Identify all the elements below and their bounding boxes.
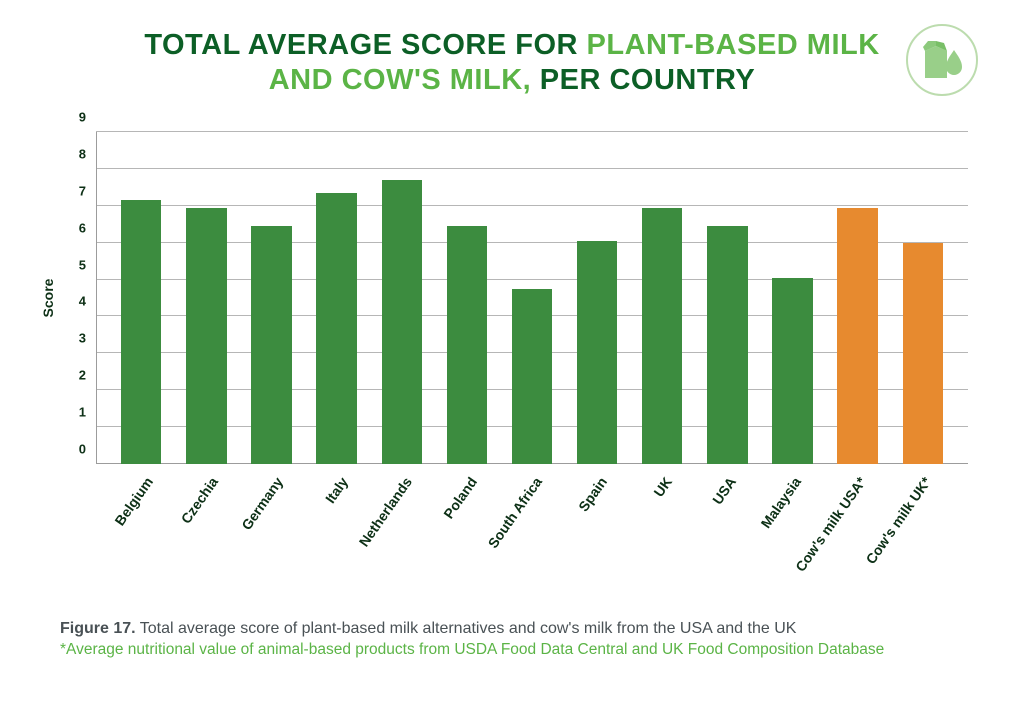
bar	[382, 180, 422, 464]
x-axis-label: Malaysia	[758, 474, 805, 531]
bar	[316, 193, 356, 464]
bar	[577, 241, 617, 464]
x-axis-labels: Belgium Czechia Germany Italy NetherlandsPol…	[96, 464, 968, 604]
bar	[837, 208, 877, 464]
figure-container: TOTAL AVERAGE SCORE FOR PLANT-BASED MILK…	[0, 0, 1024, 712]
caption-footnote: *Average nutritional value of animal-bas…	[60, 640, 984, 661]
bar-slot	[174, 132, 239, 464]
bar-slot	[499, 132, 564, 464]
bar-slot	[825, 132, 890, 464]
x-label-slot: Germany	[241, 464, 306, 604]
caption-main: Figure 17. Total average score of plant-…	[60, 618, 984, 640]
bar	[512, 289, 552, 464]
x-label-slot: Cow's milk UK*	[888, 464, 953, 604]
y-tick-label: 2	[79, 368, 86, 383]
x-axis-label: Italy	[322, 474, 351, 506]
x-axis-label: USA	[709, 474, 739, 507]
x-label-slot: Spain	[564, 464, 629, 604]
title-segment: PER COUNTRY	[531, 64, 755, 96]
bar	[251, 226, 291, 464]
figure-caption: Figure 17. Total average score of plant-…	[60, 618, 984, 661]
bar-slot	[369, 132, 434, 464]
title-row: TOTAL AVERAGE SCORE FOR PLANT-BASED MILK…	[40, 28, 984, 98]
bar	[642, 208, 682, 464]
bar	[903, 243, 943, 464]
x-label-slot: Czechia	[176, 464, 241, 604]
y-tick-label: 4	[79, 294, 86, 309]
chart-title: TOTAL AVERAGE SCORE FOR PLANT-BASED MILK…	[132, 28, 892, 98]
y-tick-label: 9	[79, 110, 86, 125]
x-axis-label: Belgium	[112, 474, 157, 528]
x-axis-label: Czechia	[178, 474, 221, 527]
bar-slot	[630, 132, 695, 464]
bar-slot	[890, 132, 955, 464]
bar-slot	[239, 132, 304, 464]
bar-slot	[109, 132, 174, 464]
bar-slot	[434, 132, 499, 464]
x-label-slot: USA	[694, 464, 759, 604]
chart-plot-area: 0123456789	[96, 132, 968, 464]
bars-container	[96, 132, 968, 464]
x-axis-label: Germany	[238, 474, 286, 533]
y-tick-label: 8	[79, 146, 86, 161]
y-axis-label: Score	[40, 279, 56, 318]
bar-slot	[565, 132, 630, 464]
bar-slot	[304, 132, 369, 464]
x-axis-label: Spain	[575, 474, 610, 514]
y-tick-label: 3	[79, 331, 86, 346]
y-tick-label: 1	[79, 405, 86, 420]
bar-slot	[695, 132, 760, 464]
y-tick-label: 6	[79, 220, 86, 235]
y-tick-label: 5	[79, 257, 86, 272]
bar	[707, 226, 747, 464]
x-label-slot: South Africa	[500, 464, 565, 604]
x-label-slot: Netherlands	[370, 464, 435, 604]
title-segment: TOTAL AVERAGE SCORE FOR	[144, 29, 586, 61]
caption-label: Figure 17.	[60, 620, 136, 637]
bar	[186, 208, 226, 464]
y-tick-label: 0	[79, 442, 86, 457]
plot: 0123456789	[96, 132, 968, 464]
y-tick-label: 7	[79, 183, 86, 198]
x-axis-label: UK	[650, 474, 675, 500]
bar-slot	[760, 132, 825, 464]
x-label-slot: Belgium	[111, 464, 176, 604]
caption-text: Total average score of plant-based milk …	[136, 620, 797, 637]
bar	[121, 200, 161, 464]
bar	[772, 278, 812, 464]
bar	[447, 226, 487, 464]
x-axis-label: Poland	[440, 474, 480, 521]
x-label-slot: UK	[629, 464, 694, 604]
